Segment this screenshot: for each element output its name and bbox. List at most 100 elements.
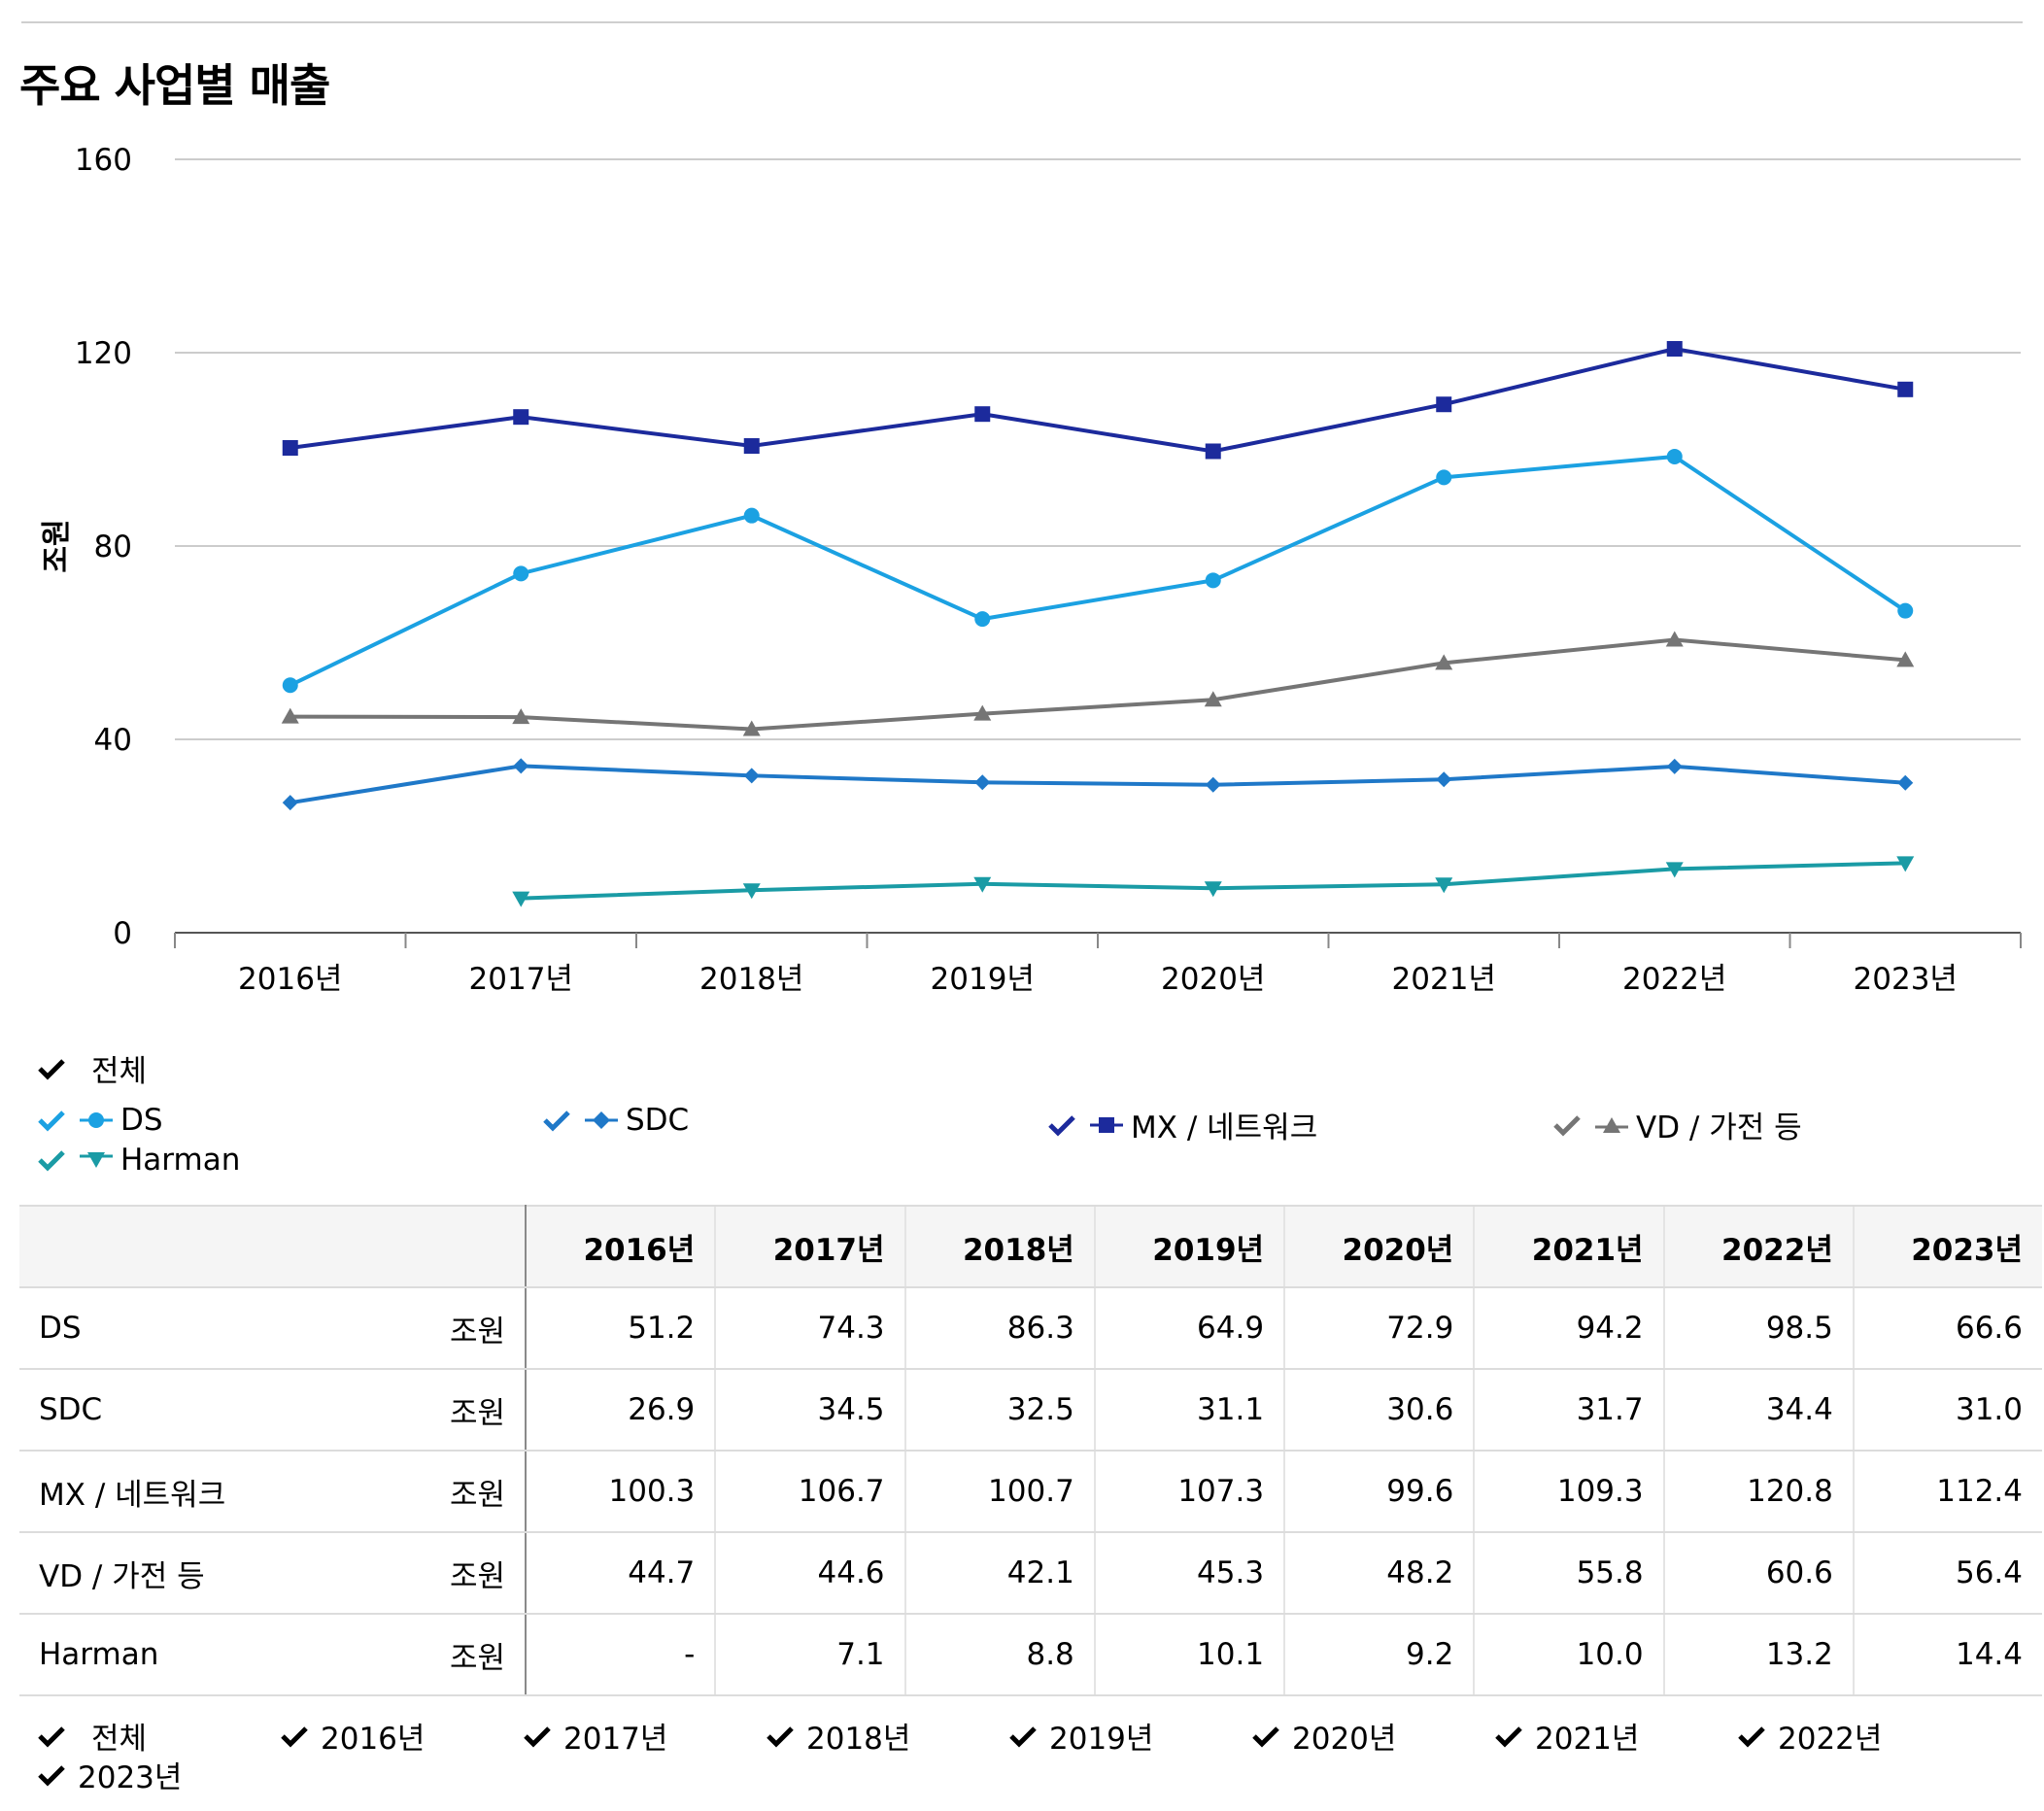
cell-value: 10.0	[1473, 1614, 1664, 1696]
legend-item-vd-appliances[interactable]: VD / 가전 등	[1552, 1103, 1802, 1146]
data-point	[742, 720, 761, 736]
cell-value: 45.3	[1093, 1532, 1285, 1615]
cell-value: 10.1	[1093, 1614, 1285, 1696]
x-tick-label: 2018년	[699, 962, 803, 997]
table-row: SDC 조원 26.9 34.5 32.5 31.1 30.6 31.7 34.…	[19, 1369, 2042, 1452]
legend-toggle-all[interactable]: 전체	[37, 1046, 147, 1090]
y-tick-label: 120	[75, 336, 132, 371]
column-filter-year[interactable]: 2017년	[523, 1714, 667, 1758]
column-filter-year[interactable]: 2021년	[1494, 1714, 1639, 1758]
column-filter-label: 2023년	[78, 1760, 183, 1795]
series-line	[290, 637, 1906, 732]
column-filter-all[interactable]: 전체	[37, 1714, 147, 1758]
data-point	[743, 507, 760, 524]
y-tick-label: 0	[113, 916, 132, 951]
data-point	[1666, 448, 1683, 464]
data-point	[742, 883, 761, 900]
data-point	[282, 677, 298, 694]
cell-value: 86.3	[903, 1287, 1095, 1370]
row-name: VD / 가전 등	[19, 1532, 427, 1615]
cell-value: 48.2	[1283, 1532, 1475, 1615]
checkmark-icon	[280, 1725, 309, 1748]
legend-item-ds[interactable]: DS	[37, 1103, 163, 1138]
data-point	[974, 406, 991, 423]
x-tick-label: 2017년	[469, 962, 573, 997]
column-filter-label: 2020년	[1292, 1722, 1397, 1757]
column-filter-year[interactable]: 2023년	[37, 1753, 182, 1796]
data-point	[282, 795, 298, 811]
data-point	[1205, 443, 1221, 460]
y-tick-label: 160	[75, 143, 132, 178]
data-point	[974, 611, 991, 628]
data-point	[973, 876, 992, 893]
x-tick-label: 2019년	[931, 962, 1035, 997]
cell-value: 32.5	[903, 1369, 1095, 1452]
checkmark-icon	[542, 1109, 571, 1132]
top-divider	[21, 21, 2023, 23]
data-point	[1435, 654, 1453, 670]
cell-value: -	[524, 1614, 716, 1696]
data-point	[1666, 758, 1683, 774]
data-table: 2016년 2017년 2018년 2019년 2020년 2021년 2022…	[19, 1205, 2042, 1696]
legend-item-harman[interactable]: Harman	[37, 1143, 240, 1178]
cell-value: 100.7	[903, 1451, 1095, 1533]
x-tick-label: 2016년	[238, 962, 342, 997]
data-point	[1436, 469, 1452, 486]
square-marker-icon	[1090, 1108, 1123, 1143]
data-point	[282, 440, 298, 457]
data-point	[513, 409, 529, 426]
legend-label-sdc: SDC	[626, 1103, 690, 1138]
column-filter-label: 2016년	[321, 1722, 426, 1757]
row-name: SDC	[19, 1369, 427, 1452]
cell-value: 26.9	[524, 1369, 716, 1452]
data-point	[743, 438, 760, 455]
header-year: 2020년	[1283, 1205, 1475, 1288]
series-line	[290, 346, 1906, 454]
x-tick-label: 2023년	[1854, 962, 1958, 997]
data-point	[281, 707, 299, 724]
checkmark-icon	[37, 1057, 66, 1080]
y-tick-label: 80	[94, 530, 132, 564]
column-filter-year[interactable]: 2016년	[280, 1714, 425, 1758]
data-point	[512, 708, 530, 725]
column-filter-label: 2022년	[1778, 1722, 1883, 1757]
cell-value: 56.4	[1852, 1532, 2042, 1615]
data-point	[1897, 774, 1914, 791]
checkmark-icon	[1552, 1113, 1582, 1137]
legend-label-vd-appliances: VD / 가전 등	[1636, 1111, 1802, 1145]
data-point	[973, 704, 992, 721]
data-point	[1435, 877, 1453, 894]
data-point	[1665, 862, 1684, 878]
row-unit: 조원	[427, 1451, 527, 1533]
table-row: Harman 조원 - 7.1 8.8 10.1 9.2 10.0 13.2 1…	[19, 1614, 2042, 1696]
cell-value: 99.6	[1283, 1451, 1475, 1533]
cell-value: 13.2	[1662, 1614, 1854, 1696]
cell-value: 44.6	[714, 1532, 905, 1615]
column-filter-year[interactable]: 2018년	[766, 1714, 910, 1758]
data-point	[1665, 631, 1684, 647]
checkmark-icon	[1047, 1113, 1076, 1137]
data-point	[513, 758, 529, 774]
cell-value: 44.7	[524, 1532, 716, 1615]
data-point	[1436, 396, 1452, 413]
cell-value: 98.5	[1662, 1287, 1854, 1370]
data-point	[1666, 341, 1683, 358]
cell-value: 9.2	[1283, 1614, 1475, 1696]
cell-value: 94.2	[1473, 1287, 1664, 1370]
column-filter-year[interactable]: 2020년	[1251, 1714, 1396, 1758]
header-year: 2019년	[1093, 1205, 1285, 1288]
header-year: 2016년	[524, 1205, 716, 1288]
legend-item-mx-network[interactable]: MX / 네트워크	[1047, 1103, 1317, 1146]
column-filter-year[interactable]: 2019년	[1008, 1714, 1153, 1758]
header-year: 2023년	[1852, 1205, 2042, 1288]
cell-value: 60.6	[1662, 1532, 1854, 1615]
table-header-row: 2016년 2017년 2018년 2019년 2020년 2021년 2022…	[19, 1205, 2042, 1288]
legend-item-sdc[interactable]: SDC	[542, 1103, 689, 1138]
column-filter-year[interactable]: 2022년	[1737, 1714, 1882, 1758]
table-row: DS 조원 51.2 74.3 86.3 64.9 72.9 94.2 98.5…	[19, 1287, 2042, 1370]
checkmark-icon	[766, 1725, 795, 1748]
cell-value: 14.4	[1852, 1614, 2042, 1696]
checkmark-icon	[37, 1725, 66, 1748]
data-point	[974, 774, 991, 791]
header-blank	[19, 1205, 427, 1288]
